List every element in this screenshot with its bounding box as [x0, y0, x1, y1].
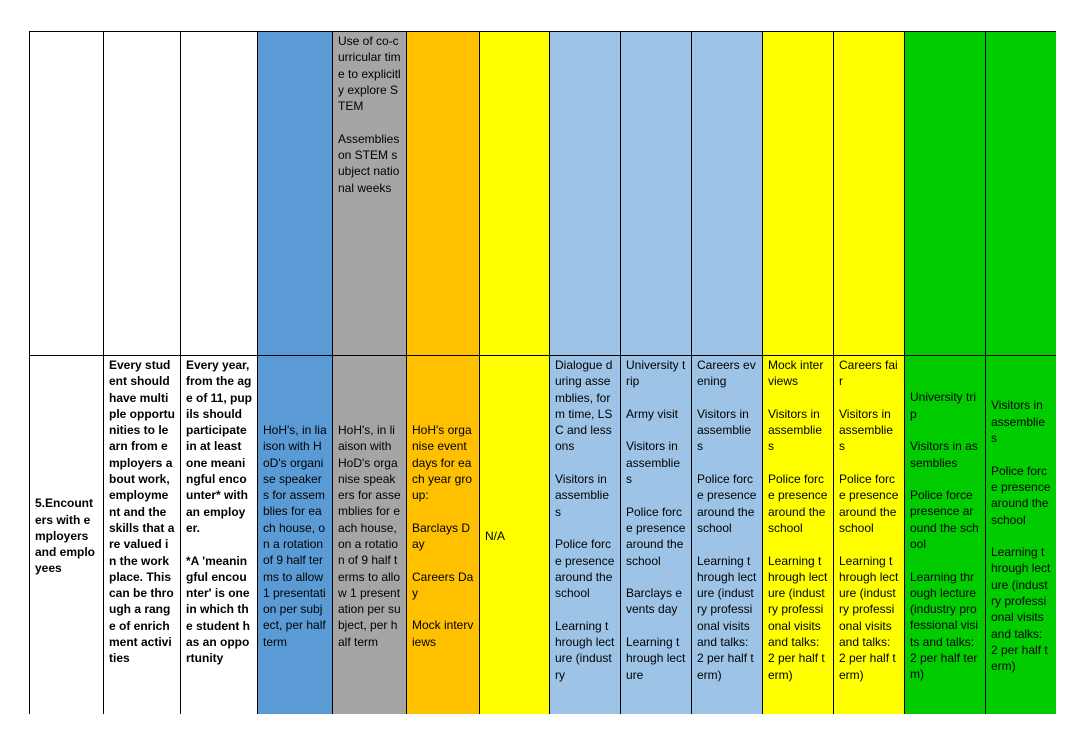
cell-text: Visitors in assemblies	[768, 406, 823, 454]
cell-text: Careers fair	[839, 358, 898, 389]
cell-text: University trip	[910, 390, 977, 421]
cell-text: Police force presence around the school	[910, 488, 979, 551]
table-cell	[29, 31, 104, 356]
cell-text: Every student should have multiple oppor…	[109, 358, 175, 666]
table-cell: HoH's, in liaison with HoD's organise sp…	[257, 355, 333, 714]
table-cell	[180, 31, 258, 356]
cell-text: Mock interviews	[412, 618, 474, 649]
table-cell	[620, 31, 692, 356]
table-cell: Use of co-curricular time to explicitly …	[332, 31, 407, 356]
cell-text: Use of co-curricular time to explicitly …	[338, 34, 401, 114]
table-cell: Careers fair Visitors in assemblies Police…	[833, 355, 905, 714]
row-top: Use of co-curricular time to explicitly …	[29, 31, 1056, 356]
cell-text: Dialogue during assemblies, form time, L…	[555, 358, 613, 454]
careers-table-container: Use of co-curricular time to explicitly …	[29, 31, 1056, 714]
cell-text: University trip	[626, 358, 686, 389]
cell-text: Learning through lecture (industry profe…	[697, 553, 757, 682]
table-cell: University trip Army visit Visitors in ass…	[620, 355, 692, 714]
table-cell	[833, 31, 905, 356]
cell-text: Visitors in assemblies	[839, 406, 894, 454]
cell-text: Learning through lecture (industry profe…	[910, 569, 979, 682]
cell-text: Learning through lecture (industry profe…	[839, 553, 899, 682]
table-cell	[406, 31, 480, 356]
table-cell	[691, 31, 763, 356]
table-cell	[479, 31, 550, 356]
table-cell: N/A	[479, 355, 550, 714]
table-cell	[549, 31, 621, 356]
careers-table: Use of co-curricular time to explicitly …	[29, 31, 1056, 714]
cell-text: Mock interviews	[768, 358, 824, 389]
cell-text: Police force presence around the school	[626, 504, 686, 568]
row-encounters: 5.Encounters with employers and employee…	[29, 355, 1056, 714]
table-cell	[985, 31, 1056, 356]
cell-text: Visitors in assemblies	[697, 406, 752, 454]
cell-text: Every year, from the age of 11, pupils s…	[186, 358, 253, 535]
cell-text: 5.Encounters with employers and employee…	[35, 496, 96, 576]
cell-text: HoH's, in liaison with HoD's organise sp…	[263, 422, 327, 649]
table-cell	[762, 31, 834, 356]
table-cell: Visitors in assemblies Police force prese…	[985, 355, 1056, 714]
table-cell	[103, 31, 181, 356]
table-cell: University trip Visitors in assemblies Pol…	[904, 355, 986, 714]
table-cell	[257, 31, 333, 356]
cell-text: Visitors in assemblies	[626, 439, 681, 487]
table-cell: Every year, from the age of 11, pupils s…	[180, 355, 258, 714]
cell-text: Learning through lecture (industry	[555, 618, 615, 682]
table-cell: Mock interviews Visitors in assemblies Pol…	[762, 355, 834, 714]
cell-text: Police force presence around the school	[697, 472, 757, 535]
table-cell: 5.Encounters with employers and employee…	[29, 355, 104, 714]
cell-text: Army visit	[626, 406, 678, 421]
cell-text: N/A	[485, 528, 506, 543]
table-cell: HoH's, in liaison with HoD's organise sp…	[332, 355, 407, 714]
cell-text: Careers evening	[697, 358, 756, 389]
table-cell	[904, 31, 986, 356]
table-cell: Every student should have multiple oppor…	[103, 355, 181, 714]
table-cell: Careers evening Visitors in assemblies Pol…	[691, 355, 763, 714]
cell-text: Barclays events day	[626, 586, 683, 617]
cell-text: Assemblies on STEM subject national week…	[338, 131, 400, 195]
cell-text: Learning through lecture (industry profe…	[991, 545, 1051, 674]
cell-text: *A 'meaningful encounter' is one in whic…	[186, 553, 251, 666]
cell-text: Learning through lecture (industry profe…	[768, 553, 828, 682]
cell-text: Police force presence around the school	[991, 463, 1051, 527]
cell-text: Visitors in assemblies	[910, 439, 978, 470]
cell-text: Visitors in assemblies	[555, 472, 610, 519]
cell-text: Barclays Day	[412, 520, 471, 551]
table-cell: HoH's organise event days for each year …	[406, 355, 480, 714]
table-cell: Dialogue during assemblies, form time, L…	[549, 355, 621, 714]
cell-text: Police force presence around the school	[839, 472, 899, 535]
cell-text: Police force presence around the school	[768, 472, 828, 535]
cell-text: Visitors in assemblies	[991, 398, 1046, 446]
cell-text: HoH's organise event days for each year …	[412, 422, 473, 503]
cell-text: Police force presence around the school	[555, 537, 615, 601]
cell-text: Careers Day	[412, 569, 474, 600]
cell-text: HoH's, in liaison with HoD's organise sp…	[338, 422, 401, 649]
cell-text: Learning through lecture	[626, 635, 686, 682]
